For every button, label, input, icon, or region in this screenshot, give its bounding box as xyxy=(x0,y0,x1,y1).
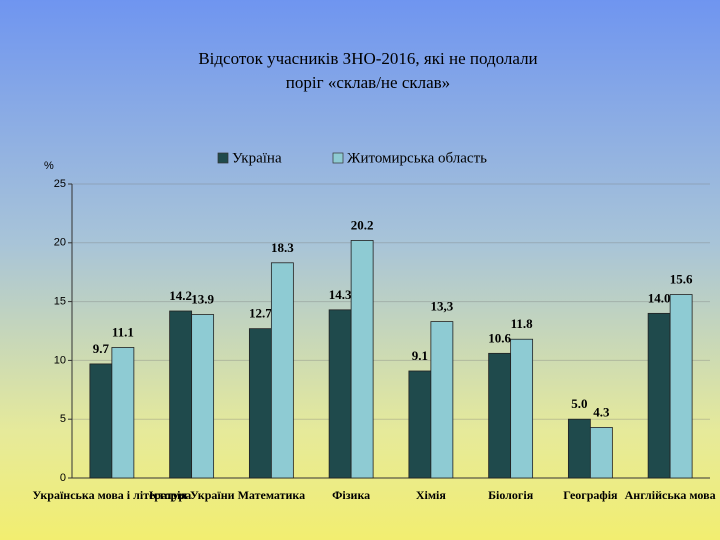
chart-title: Відсоток учасників ЗНО-2016, які не подо… xyxy=(198,49,537,68)
y-tick-label: 15 xyxy=(54,296,66,308)
x-tick-label: Історія України xyxy=(149,488,235,502)
bar xyxy=(589,427,613,479)
value-label: 13.9 xyxy=(191,292,214,307)
legend-label: Україна xyxy=(232,150,282,166)
x-tick-label: Українська мова і література xyxy=(33,488,192,502)
x-tick-label: Англійська мова xyxy=(625,488,716,502)
value-label: 5.0 xyxy=(571,396,587,411)
bar xyxy=(248,328,272,479)
y-tick-label: 20 xyxy=(54,237,66,249)
value-label: 9.7 xyxy=(93,341,110,356)
x-tick-label: Хімія xyxy=(416,488,447,502)
bar xyxy=(510,338,534,479)
legend-swatch xyxy=(217,152,229,164)
x-tick-label: Географія xyxy=(563,488,618,502)
value-label: 4.3 xyxy=(593,404,610,419)
bar xyxy=(408,370,432,479)
bar xyxy=(169,310,193,479)
value-label: 13,3 xyxy=(431,299,454,314)
legend-label: Житомирська область xyxy=(347,150,487,166)
value-label: 14.2 xyxy=(169,288,192,303)
bar xyxy=(350,240,374,479)
value-label: 12.7 xyxy=(249,306,272,321)
value-label: 11.8 xyxy=(511,316,534,331)
bar xyxy=(111,347,135,479)
y-tick-label: 25 xyxy=(54,178,66,190)
bar xyxy=(488,352,512,479)
bar xyxy=(328,309,352,479)
value-label: 20.2 xyxy=(351,217,374,232)
value-label: 15.6 xyxy=(670,272,693,287)
y-axis-label: % xyxy=(44,160,54,172)
y-tick-label: 0 xyxy=(60,472,66,484)
y-tick-label: 10 xyxy=(54,354,66,366)
value-label: 14.0 xyxy=(648,290,671,305)
legend-swatch xyxy=(332,152,344,164)
value-label: 9.1 xyxy=(412,348,428,363)
value-label: 18.3 xyxy=(271,240,294,255)
bar xyxy=(567,418,591,479)
value-label: 10.6 xyxy=(488,330,511,345)
bar xyxy=(191,314,215,479)
bar xyxy=(647,312,671,479)
bar xyxy=(270,262,294,479)
bar xyxy=(89,363,113,479)
y-tick-label: 5 xyxy=(60,413,66,425)
bar xyxy=(669,294,693,479)
x-tick-label: Фізика xyxy=(332,488,370,502)
x-tick-label: Біологія xyxy=(488,488,534,502)
x-tick-label: Математика xyxy=(238,488,306,502)
chart-title: поріг «склав/не склав» xyxy=(286,73,450,92)
value-label: 14.3 xyxy=(329,287,352,302)
bar xyxy=(430,321,454,479)
value-label: 11.1 xyxy=(112,324,134,339)
